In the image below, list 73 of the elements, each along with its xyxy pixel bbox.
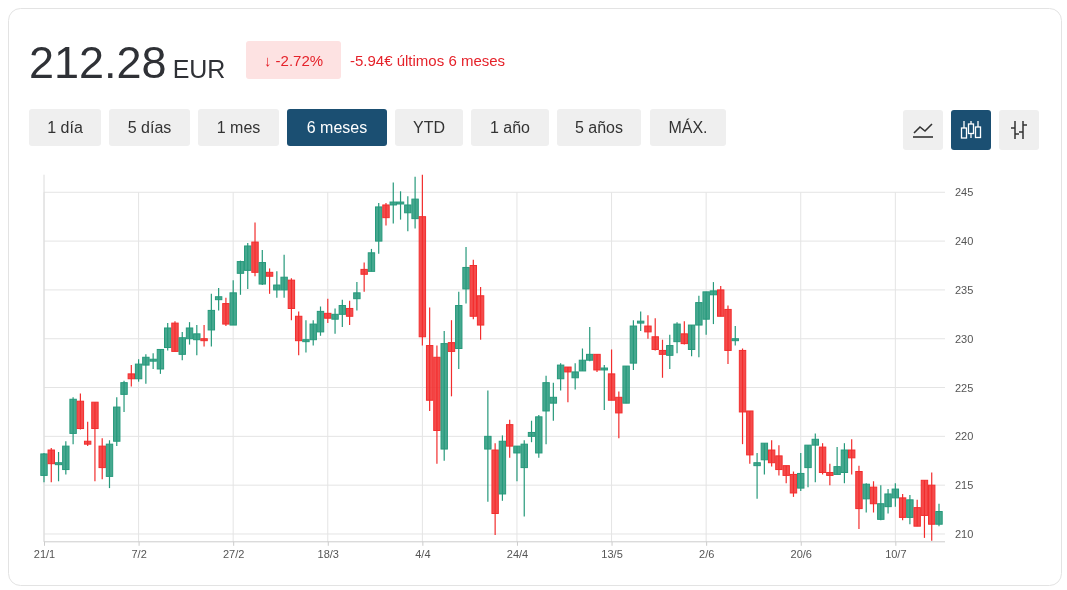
- candlestick: [200, 324, 208, 348]
- candlestick: [644, 314, 652, 340]
- candlestick: [207, 293, 216, 348]
- candlestick: [556, 362, 565, 392]
- candlestick: [935, 503, 943, 527]
- candlestick: [906, 494, 914, 525]
- y-tick-label: 225: [955, 381, 974, 394]
- y-tick-label: 230: [955, 332, 974, 345]
- y-tick-label: 215: [955, 479, 974, 492]
- candlestick: [353, 281, 361, 312]
- candlestick: [658, 339, 667, 379]
- candlestick: [680, 320, 689, 346]
- candlestick: [120, 380, 128, 413]
- text: YTD: [413, 119, 445, 136]
- candlestick: [127, 364, 136, 388]
- x-tick-label: 24/4: [506, 547, 529, 560]
- candlestick: [484, 389, 492, 503]
- y-tick-label: 235: [955, 283, 974, 296]
- text: 1 mes: [216, 119, 261, 136]
- x-tick-label: 2/6: [699, 547, 715, 560]
- text: 1 año: [489, 119, 531, 136]
- candlestick: [324, 298, 332, 324]
- candlestick: [83, 421, 92, 447]
- y-tick-label: 245: [955, 186, 974, 199]
- chart-title: 212.28: [29, 37, 167, 88]
- candlestick: [869, 480, 878, 514]
- x-tick-label: 18/3: [317, 547, 339, 560]
- x-tick-label: 13/5: [601, 547, 623, 560]
- candlestick: [666, 334, 674, 370]
- candlestick: [47, 447, 55, 483]
- x-tick-label: 10/7: [885, 547, 907, 560]
- text: 5 días: [127, 119, 172, 136]
- x-tick-label: 7/2: [131, 547, 147, 560]
- candlestick: [797, 452, 805, 492]
- text: 1 día: [47, 119, 83, 136]
- y-tick-label: 210: [955, 528, 974, 541]
- candlestick: [258, 249, 266, 286]
- candlestick: [600, 364, 608, 411]
- candlestick: [847, 438, 856, 476]
- candlestick: [98, 437, 106, 480]
- candlestick: [636, 310, 645, 332]
- candlestick: [447, 319, 456, 397]
- candlestick: [731, 325, 739, 347]
- candlestick: [760, 442, 769, 476]
- candlestick: [673, 321, 681, 354]
- candlestick: [382, 202, 390, 227]
- x-tick-label: 4/4: [415, 547, 431, 560]
- candlestick: [505, 419, 514, 459]
- candlestick: [753, 452, 761, 500]
- candlestick: [862, 482, 870, 514]
- x-tick-label: 21/1: [33, 547, 56, 560]
- text: ↓ -2.72%: [263, 52, 324, 69]
- y-tick-label: 240: [955, 235, 974, 248]
- candlestick: [214, 287, 223, 312]
- chart-subtitle: EUR: [172, 55, 226, 83]
- candlestick: [222, 297, 230, 327]
- candlestick: [564, 366, 572, 403]
- candlestick: [898, 493, 907, 521]
- candlestick: [345, 300, 354, 326]
- text: MÁX.: [668, 118, 708, 136]
- candlestick: [462, 246, 470, 305]
- candlestick: [360, 261, 368, 293]
- text: 5 años: [574, 119, 624, 136]
- candlestick: [265, 267, 274, 295]
- text: 6 meses: [306, 119, 368, 136]
- candlestick: [651, 317, 659, 352]
- candlestick: [367, 248, 376, 272]
- text: -5.94€ últimos 6 meses: [350, 52, 506, 69]
- candlestick: [164, 322, 172, 352]
- candlestick: [40, 452, 48, 483]
- x-tick-label: 27/2: [222, 547, 245, 560]
- x-tick-label: 20/6: [790, 547, 812, 560]
- y-tick-label: 220: [955, 430, 974, 443]
